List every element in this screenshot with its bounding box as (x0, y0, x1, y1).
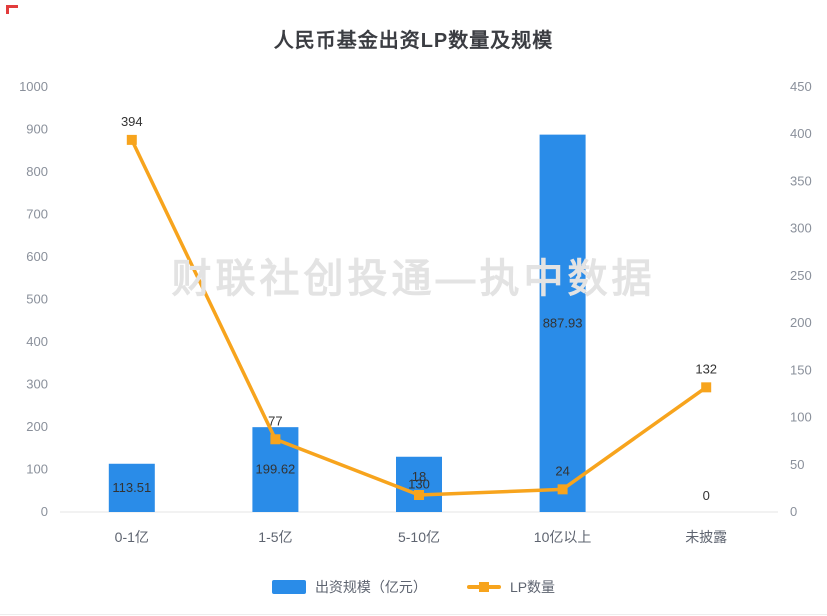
left-axis-tick-label: 400 (26, 334, 48, 349)
line-value-label: 132 (695, 361, 717, 376)
left-axis-tick-label: 800 (26, 164, 48, 179)
legend: 出资规模（亿元） LP数量 (0, 577, 827, 597)
x-axis-category-label: 0-1亿 (115, 529, 149, 545)
line-swatch-marker (478, 582, 489, 592)
x-axis-category-label: 1-5亿 (258, 529, 292, 545)
bar-value-label: 199.62 (256, 462, 296, 477)
left-axis-tick-label: 100 (26, 462, 48, 477)
right-axis-tick-label: 250 (790, 268, 812, 283)
left-axis-tick-label: 700 (26, 207, 48, 222)
left-axis-tick-label: 500 (26, 292, 48, 307)
lp-count-line (130, 138, 708, 497)
legend-bar-label: 出资规模（亿元） (314, 579, 427, 595)
line-series-swatch-icon (466, 580, 501, 594)
bar (108, 463, 155, 512)
right-axis-tick-label: 350 (790, 173, 812, 188)
line-marker (701, 382, 712, 393)
left-axis-tick-label: 0 (41, 504, 48, 519)
left-axis-tick-label: 300 (26, 377, 48, 392)
right-axis-tick-label: 400 (790, 126, 812, 141)
right-axis-tick-label: 150 (790, 362, 812, 377)
right-axis-tick-label: 200 (790, 315, 812, 330)
line-marker (557, 484, 568, 495)
bar-value-label: 0 (703, 488, 710, 503)
right-axis-tick-label: 0 (790, 504, 797, 519)
bar (396, 456, 442, 512)
right-axis-tick-label: 450 (790, 79, 812, 94)
line-marker (414, 490, 424, 500)
x-axis-category-label: 10亿以上 (534, 529, 592, 545)
right-axis-tick-label: 300 (790, 221, 812, 236)
left-axis-tick-label: 600 (26, 249, 48, 264)
left-axis-tick-label: 200 (26, 419, 48, 434)
line-value-label: 394 (121, 114, 143, 129)
right-axis-tick-label: 100 (790, 410, 812, 425)
left-axis-tick-label: 1000 (19, 79, 48, 94)
legend-line-label: LP数量 (509, 579, 556, 595)
red-corner-mark (6, 5, 18, 14)
left-axis-tick-label: 900 (26, 122, 48, 137)
legend-item-bar-series[interactable]: 出资规模（亿元） (271, 577, 427, 597)
right-axis-tick-label: 50 (790, 457, 804, 472)
bar-value-label: 887.93 (543, 315, 583, 330)
bar-value-label: 130 (408, 476, 430, 491)
bottom-divider (0, 614, 827, 615)
bar (539, 134, 586, 512)
x-axis-category-label: 未披露 (685, 529, 727, 545)
legend-item-line-series[interactable]: LP数量 (466, 577, 556, 597)
bar-value-label: 113.51 (112, 480, 151, 495)
line-value-label: 77 (268, 413, 282, 428)
line-marker (270, 434, 281, 445)
bar-series-swatch-icon (271, 580, 306, 594)
line-value-label: 18 (412, 469, 426, 484)
line-value-label: 24 (555, 463, 569, 478)
x-axis-category-label: 5-10亿 (398, 529, 440, 545)
chart-title: 人民币基金出资LP数量及规模 (273, 30, 554, 52)
line-marker (126, 134, 137, 145)
